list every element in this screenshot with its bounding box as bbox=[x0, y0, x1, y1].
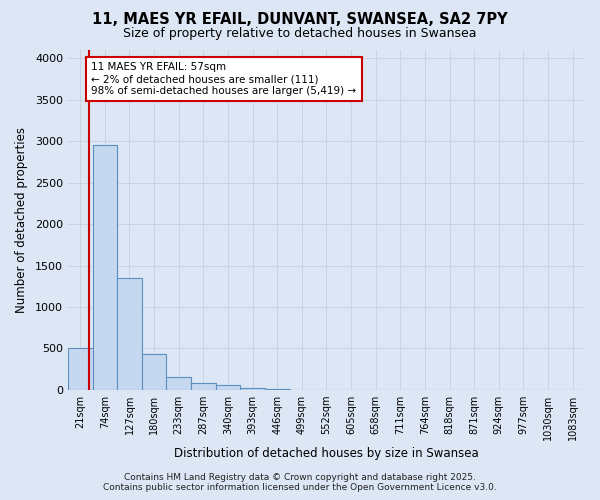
Bar bbox=[92, 144, 117, 390]
Text: 11 MAES YR EFAIL: 57sqm
← 2% of detached houses are smaller (111)
98% of semi-de: 11 MAES YR EFAIL: 57sqm ← 2% of detached… bbox=[91, 62, 356, 96]
X-axis label: Distribution of detached houses by size in Swansea: Distribution of detached houses by size … bbox=[174, 447, 479, 460]
Text: 11, MAES YR EFAIL, DUNVANT, SWANSEA, SA2 7PY: 11, MAES YR EFAIL, DUNVANT, SWANSEA, SA2… bbox=[92, 12, 508, 28]
Bar bbox=[240, 388, 265, 390]
Bar bbox=[166, 376, 191, 390]
Text: Size of property relative to detached houses in Swansea: Size of property relative to detached ho… bbox=[123, 28, 477, 40]
Bar bbox=[68, 348, 92, 390]
Y-axis label: Number of detached properties: Number of detached properties bbox=[15, 127, 28, 313]
Bar bbox=[142, 354, 166, 390]
Bar bbox=[215, 386, 240, 390]
Text: Contains HM Land Registry data © Crown copyright and database right 2025.
Contai: Contains HM Land Registry data © Crown c… bbox=[103, 473, 497, 492]
Bar bbox=[265, 389, 290, 390]
Bar bbox=[191, 383, 215, 390]
Bar bbox=[117, 278, 142, 390]
